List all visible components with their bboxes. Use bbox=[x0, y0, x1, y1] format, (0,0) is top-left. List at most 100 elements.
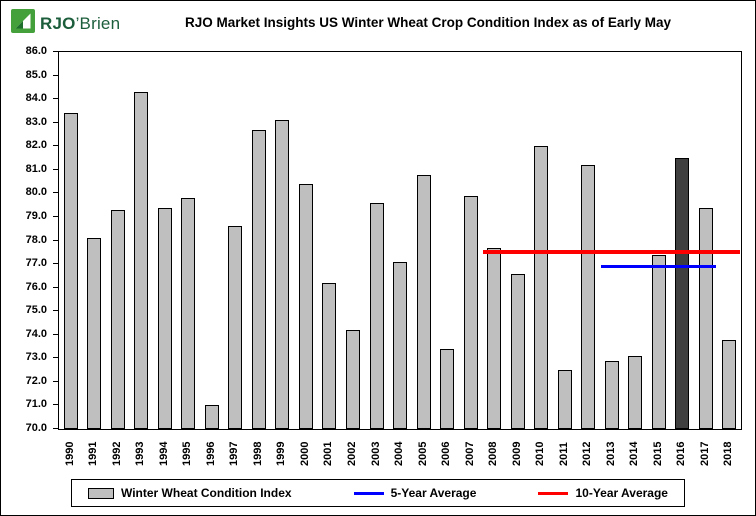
five-year-average-line-swatch bbox=[353, 491, 384, 495]
y-tick-label: 70.0 bbox=[25, 422, 47, 434]
y-tick-label: 76.0 bbox=[25, 280, 47, 293]
x-tick-label-2006: 2006 bbox=[440, 441, 452, 466]
y-tick-mark bbox=[53, 380, 58, 382]
x-tick-label-2004: 2004 bbox=[393, 441, 405, 466]
bar-1995 bbox=[181, 198, 196, 429]
x-tick-label-2002: 2002 bbox=[346, 441, 358, 466]
x-tick-label-1993: 1993 bbox=[134, 441, 147, 466]
bar-2016 bbox=[675, 158, 690, 429]
y-tick-mark bbox=[53, 404, 58, 406]
legend-label-10-year-average: 10-Year Average bbox=[575, 486, 668, 500]
bar-2012 bbox=[581, 165, 596, 429]
x-tick-label-1999: 1999 bbox=[275, 441, 288, 466]
x-tick-label-1992: 1992 bbox=[110, 441, 123, 466]
y-tick-mark bbox=[53, 263, 58, 265]
y-tick-mark bbox=[53, 51, 58, 52]
y-tick-label: 85.0 bbox=[25, 68, 47, 81]
y-tick-label: 84.0 bbox=[25, 92, 47, 105]
legend-item-condition-index: Winter Wheat Condition Index bbox=[88, 486, 292, 500]
y-tick-mark bbox=[53, 428, 58, 429]
y-tick-mark bbox=[53, 121, 58, 123]
bar-2014 bbox=[628, 356, 643, 429]
x-tick-label-2005: 2005 bbox=[416, 441, 429, 466]
bar-2018 bbox=[722, 339, 737, 429]
y-tick-label: 72.0 bbox=[25, 374, 47, 387]
bar-1996 bbox=[204, 405, 219, 429]
bar-2013 bbox=[604, 360, 619, 429]
y-tick-mark bbox=[53, 74, 58, 76]
x-tick-label-1997: 1997 bbox=[228, 441, 241, 466]
y-tick-mark bbox=[53, 168, 58, 170]
bar-2000 bbox=[298, 183, 313, 429]
bar-2007 bbox=[463, 195, 478, 429]
x-tick-label-2010: 2010 bbox=[534, 441, 547, 466]
bar-2006 bbox=[440, 348, 454, 429]
chart-title: RJO Market Insights US Winter Wheat Crop… bbox=[185, 15, 671, 30]
plot-area bbox=[58, 51, 742, 430]
y-axis: 86.0 85.0 84.0 83.0 82.0 81.0 80.0 79.0 78.0 77.0… bbox=[1, 45, 58, 434]
y-tick-mark bbox=[53, 357, 58, 359]
bar-2015 bbox=[651, 254, 666, 429]
y-tick-label: 77.0 bbox=[25, 257, 47, 270]
bar-1991 bbox=[87, 238, 102, 429]
y-tick-label: 75.0 bbox=[25, 304, 47, 317]
x-tick-label-2018: 2018 bbox=[722, 441, 735, 466]
x-tick-label-2008: 2008 bbox=[487, 441, 500, 466]
legend-label-5-year-average: 5-Year Average bbox=[390, 486, 477, 500]
x-tick-label-1994: 1994 bbox=[157, 441, 170, 466]
bar-2001 bbox=[322, 282, 337, 429]
bar-1999 bbox=[275, 120, 290, 429]
y-tick-label: 74.0 bbox=[25, 327, 47, 340]
x-tick-label-1996: 1996 bbox=[204, 441, 217, 466]
legend-label-condition-index: Winter Wheat Condition Index bbox=[121, 486, 292, 500]
y-tick-mark bbox=[53, 98, 58, 100]
rjobrien-logo: RJO’Brien bbox=[11, 9, 120, 38]
rjobrien-logo-text: RJO’Brien bbox=[40, 14, 120, 34]
y-tick-label: 78.0 bbox=[25, 233, 47, 246]
x-tick-label-2001: 2001 bbox=[322, 441, 335, 466]
bar-2002 bbox=[346, 330, 360, 429]
logo-text-bold: RJO bbox=[40, 13, 76, 33]
x-axis: 1990 1991 1992 1993 1994 1995 1996 1997 1998 1999… bbox=[58, 432, 742, 474]
y-tick-mark bbox=[53, 215, 58, 217]
bar-1990 bbox=[63, 113, 78, 429]
x-tick-label-2003: 2003 bbox=[369, 441, 382, 466]
bar-2008 bbox=[487, 247, 502, 429]
y-tick-label: 73.0 bbox=[25, 351, 47, 364]
bar-1993 bbox=[134, 92, 149, 429]
legend-item-10-year-average: 10-Year Average bbox=[538, 486, 668, 500]
x-tick-label-1995: 1995 bbox=[181, 441, 194, 466]
bar-2017 bbox=[698, 207, 713, 429]
bar-2003 bbox=[369, 202, 384, 429]
y-tick-mark bbox=[53, 145, 58, 147]
bar-2011 bbox=[557, 370, 572, 429]
bar-1997 bbox=[228, 226, 243, 429]
y-tick-mark bbox=[53, 310, 58, 312]
x-tick-label-1991: 1991 bbox=[87, 441, 100, 466]
y-tick-label: 82.0 bbox=[25, 139, 47, 152]
rjobrien-logo-icon bbox=[11, 9, 35, 38]
y-tick-label: 80.0 bbox=[25, 186, 47, 199]
5-year-average-line bbox=[600, 264, 717, 268]
y-tick-label: 86.0 bbox=[25, 45, 47, 57]
legend-item-5-year-average: 5-Year Average bbox=[353, 486, 477, 500]
y-tick-mark bbox=[53, 286, 58, 288]
x-tick-label-2000: 2000 bbox=[298, 441, 311, 466]
bar-2005 bbox=[416, 174, 431, 429]
x-tick-label-2016: 2016 bbox=[675, 441, 688, 466]
bar-series-swatch bbox=[88, 487, 114, 499]
legend: Winter Wheat Condition Index 5-Year Aver… bbox=[71, 479, 685, 507]
y-tick-mark bbox=[53, 333, 58, 335]
x-tick-label-2012: 2012 bbox=[581, 441, 594, 466]
x-tick-label-1990: 1990 bbox=[63, 441, 76, 466]
bar-1994 bbox=[157, 207, 172, 429]
10-year-average-line bbox=[483, 250, 740, 255]
x-tick-label-2011: 2011 bbox=[557, 442, 570, 466]
y-tick-label: 79.0 bbox=[25, 209, 47, 222]
x-tick-label-2017: 2017 bbox=[698, 441, 711, 466]
y-tick-label: 81.0 bbox=[25, 162, 47, 175]
x-tick-label-2007: 2007 bbox=[463, 441, 476, 466]
x-tick-label-2013: 2013 bbox=[604, 441, 617, 466]
bar-2009 bbox=[510, 273, 525, 429]
